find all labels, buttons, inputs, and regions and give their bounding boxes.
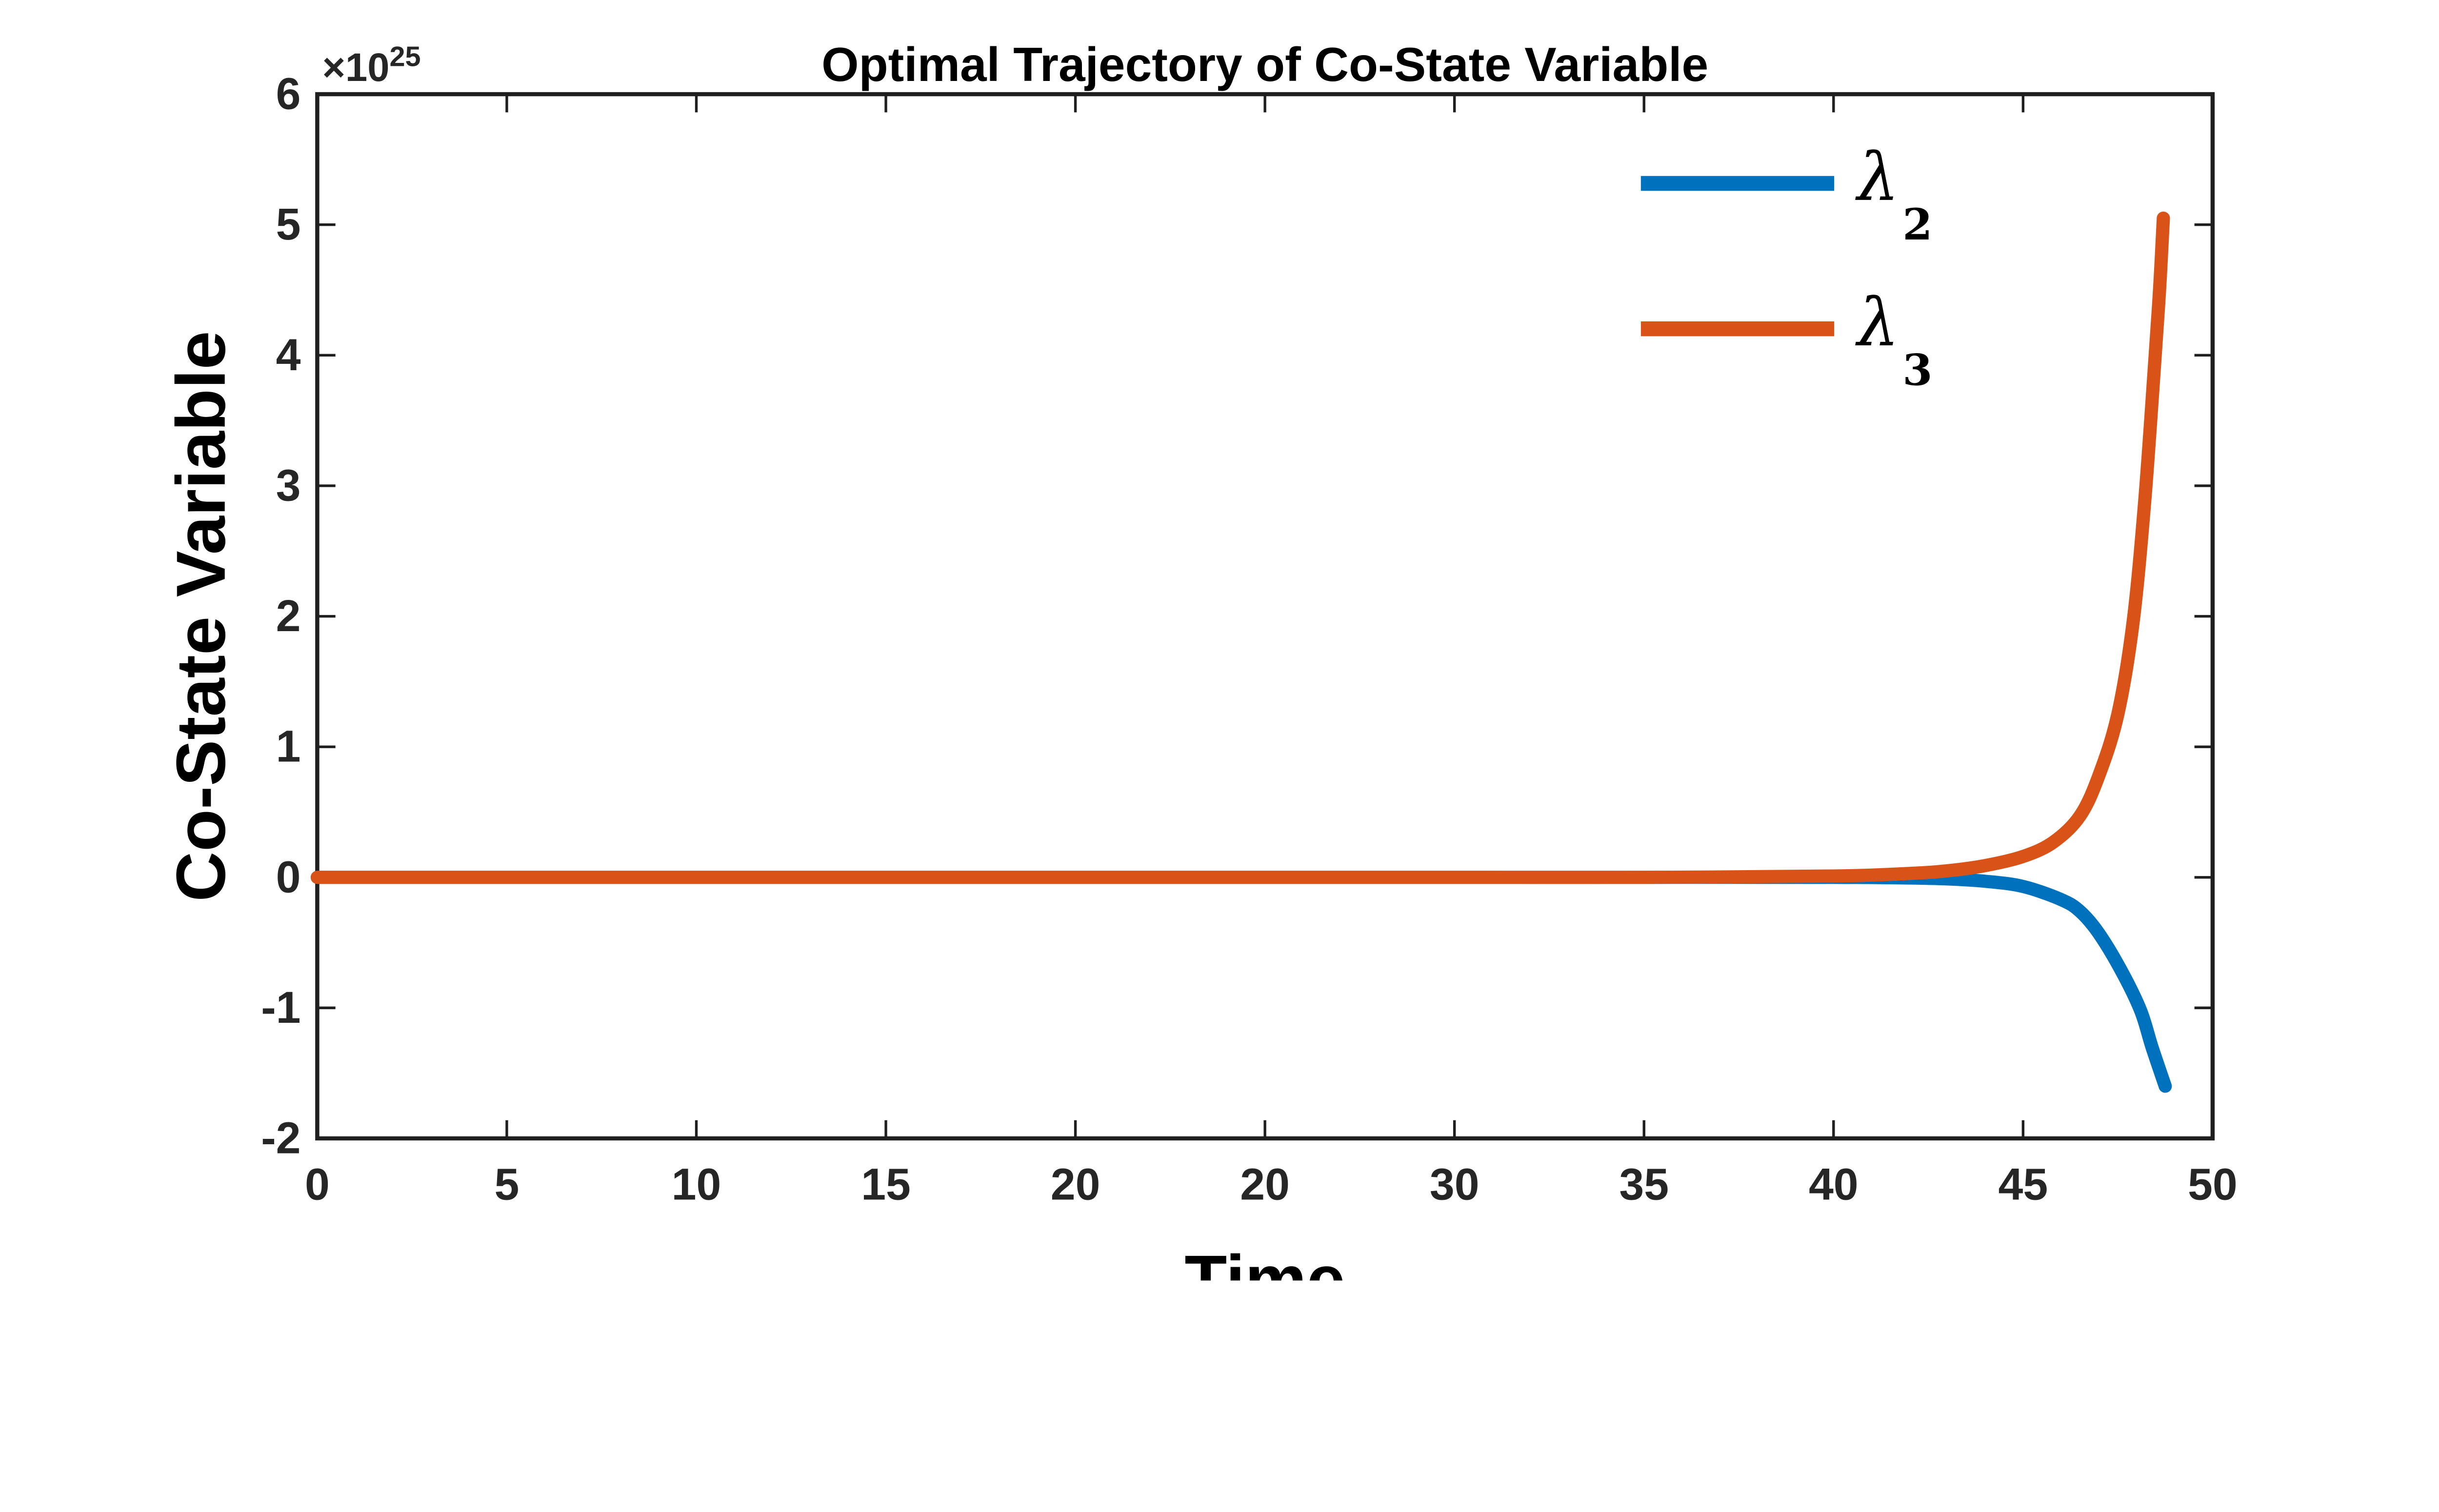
y-axis-exponent: ×1025: [322, 41, 421, 93]
y-tick-label: 0: [276, 852, 301, 902]
chart-title: Optimal Trajectory of Co-State Variable: [821, 40, 1709, 93]
x-tick-label: 30: [1430, 1159, 1479, 1209]
y-tick-label: 5: [276, 199, 301, 249]
y-axis-label: Co-State Variable: [161, 331, 240, 902]
exponent-power: 25: [389, 41, 421, 73]
legend-subscript-lambda2: 2: [1902, 199, 1932, 250]
y-tick-label: 3: [276, 460, 301, 510]
legend-subscript-lambda3: 3: [1902, 344, 1932, 395]
y-tick-label: 4: [276, 330, 301, 380]
y-tick-label: 2: [276, 591, 301, 641]
legend-swatch-lambda3: [1640, 321, 1835, 337]
x-tick-label: 50: [2188, 1159, 2238, 1209]
x-tick-label: 35: [1619, 1159, 1669, 1209]
y-tick-label: 1: [276, 722, 301, 772]
figure-canvas: 0 5 10 15 20 20 30 35 40 45 50 -2 -1 0 1 2 3 4 5 6 λ2 λ3 Opti…: [161, 40, 2238, 1281]
legend-label-lambda2: λ2: [1855, 139, 1933, 250]
x-tick-label: 5: [495, 1159, 520, 1209]
legend-swatch-lambda2: [1640, 176, 1835, 191]
y-tick-label: 6: [276, 69, 301, 119]
x-axis-label: Time: [1184, 1241, 1345, 1281]
x-tick-label: 45: [1998, 1159, 2048, 1209]
x-tick-label: 20: [1051, 1159, 1100, 1209]
y-tick-label: -2: [261, 1113, 300, 1163]
y-tick-label: -1: [261, 983, 300, 1033]
x-tick-label: 0: [305, 1159, 330, 1209]
exponent-base: ×10: [322, 46, 390, 91]
x-tick-label: 10: [672, 1159, 721, 1209]
series-line-lambda2: [310, 871, 2172, 1093]
x-tick-label: 20: [1240, 1159, 1290, 1209]
series-line-lambda3: [310, 211, 2170, 884]
plot-box: [315, 92, 2215, 1141]
x-tick-label: 15: [861, 1159, 911, 1209]
x-tick-label: 40: [1809, 1159, 1859, 1209]
legend-label-lambda3: λ3: [1855, 284, 1933, 395]
